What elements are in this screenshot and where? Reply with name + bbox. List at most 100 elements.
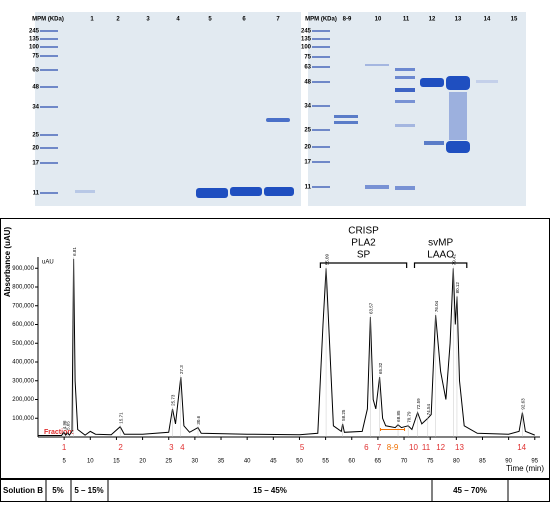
group-label: LAAO (427, 250, 454, 261)
gel-right (308, 12, 526, 206)
y-tick-label: 100,000 (12, 416, 34, 422)
y-tick-label: 500,000 (12, 341, 34, 347)
peak-label: 63.57 (369, 302, 374, 314)
marker-label: 20 (304, 145, 311, 151)
ladder-band (40, 134, 58, 136)
peak-label: 65.32 (378, 362, 383, 374)
x-tick-label: 15 (113, 459, 120, 465)
marker-label: 34 (32, 105, 39, 111)
lane-label: 2 (116, 17, 120, 23)
ladder-band (40, 30, 58, 32)
smear (449, 92, 467, 140)
band (446, 76, 470, 90)
fraction: 7 (377, 443, 382, 452)
peak-label: 58.25 (341, 409, 346, 421)
group-label: CRISP (348, 226, 379, 237)
band (420, 78, 444, 87)
marker-label: 245 (301, 29, 312, 35)
band (75, 190, 95, 193)
x-tick-label: 50 (296, 459, 303, 465)
ladder-band (40, 86, 58, 88)
band (424, 141, 444, 145)
ladder-band (312, 56, 330, 58)
marker-label: 135 (301, 37, 312, 43)
peak-label: 6.81 (72, 247, 77, 256)
band (230, 187, 262, 196)
table-cell: 45 – 70% (453, 486, 487, 495)
marker-label: 25 (32, 133, 39, 139)
x-tick-label: 45 (270, 459, 277, 465)
band (446, 141, 470, 153)
peak-label: 25.73 (171, 394, 176, 406)
gel-bands (75, 64, 498, 198)
ladder-band (40, 38, 58, 40)
gel-left (35, 12, 301, 206)
lane-label: 7 (276, 17, 280, 23)
peak-label: 74.54 (426, 403, 431, 415)
x-axis-label: Time (min) (506, 464, 544, 473)
group-label: PLA2 (351, 238, 376, 249)
x-tick-label: 55 (322, 459, 329, 465)
gel-header: MPM (KDa) (305, 17, 337, 23)
band (395, 68, 415, 71)
x-tick-label: 10 (87, 459, 94, 465)
table-header: Solution B (3, 486, 43, 495)
band (196, 188, 228, 198)
y-tick-label: 700,000 (12, 303, 34, 309)
marker-label: 11 (33, 191, 40, 197)
ladder-band (40, 106, 58, 108)
x-tick-label: 75 (427, 459, 434, 465)
band (334, 121, 358, 124)
fraction: 8-9 (387, 443, 399, 452)
fraction: 1 (62, 443, 67, 452)
lane-label: 1 (90, 17, 94, 23)
y-axis-label: Absorbance (uAU) (3, 227, 12, 298)
peak-label: 92.63 (521, 398, 526, 410)
ladder-band (312, 129, 330, 131)
marker-label: 245 (29, 29, 40, 35)
fraction: 2 (118, 443, 123, 452)
table-cell: 5 – 15% (74, 486, 103, 495)
group-bracket (319, 262, 408, 268)
marker-label: 100 (29, 45, 40, 51)
peak-label: 68.85 (396, 410, 401, 422)
ladder-band (40, 192, 58, 194)
peak-label: 76.04 (434, 300, 439, 312)
ladder-band (40, 69, 58, 71)
fraction: 5 (300, 443, 305, 452)
y-tick-label: 600,000 (12, 322, 34, 328)
band (395, 76, 415, 79)
lane-label: 15 (511, 17, 518, 23)
ladder-band (312, 30, 330, 32)
band (266, 118, 290, 122)
marker-label: 75 (304, 55, 311, 61)
x-tick-label: 70 (401, 459, 408, 465)
y-unit: uAU (42, 260, 54, 266)
fraction: 11 (422, 443, 431, 452)
marker-label: 75 (32, 54, 39, 60)
ladder-band (312, 186, 330, 188)
peak-label: 4.96 (62, 420, 67, 429)
ladder-band (312, 46, 330, 48)
marker-label: 48 (32, 85, 39, 91)
y-tick-label: 400,000 (12, 360, 34, 366)
y-tick-label: 200,000 (12, 397, 34, 403)
band (395, 88, 415, 92)
peak-label: 15.71 (118, 412, 123, 424)
ladder-band (40, 147, 58, 149)
y-tick-label: 800,000 (12, 285, 34, 291)
x-tick-label: 80 (453, 459, 460, 465)
table-cell: 5% (52, 486, 64, 495)
group-label: SP (357, 250, 371, 261)
fraction: 6 (364, 443, 369, 452)
band (476, 80, 498, 83)
x-tick-label: 90 (505, 459, 512, 465)
y-tick-label: 300,000 (12, 378, 34, 384)
x-tick-label: 95 (531, 459, 538, 465)
lane-label: 3 (146, 17, 150, 23)
band (395, 100, 415, 103)
fraction: 3 (169, 443, 174, 452)
ladder-band (40, 162, 58, 164)
ladder-band (312, 66, 330, 68)
